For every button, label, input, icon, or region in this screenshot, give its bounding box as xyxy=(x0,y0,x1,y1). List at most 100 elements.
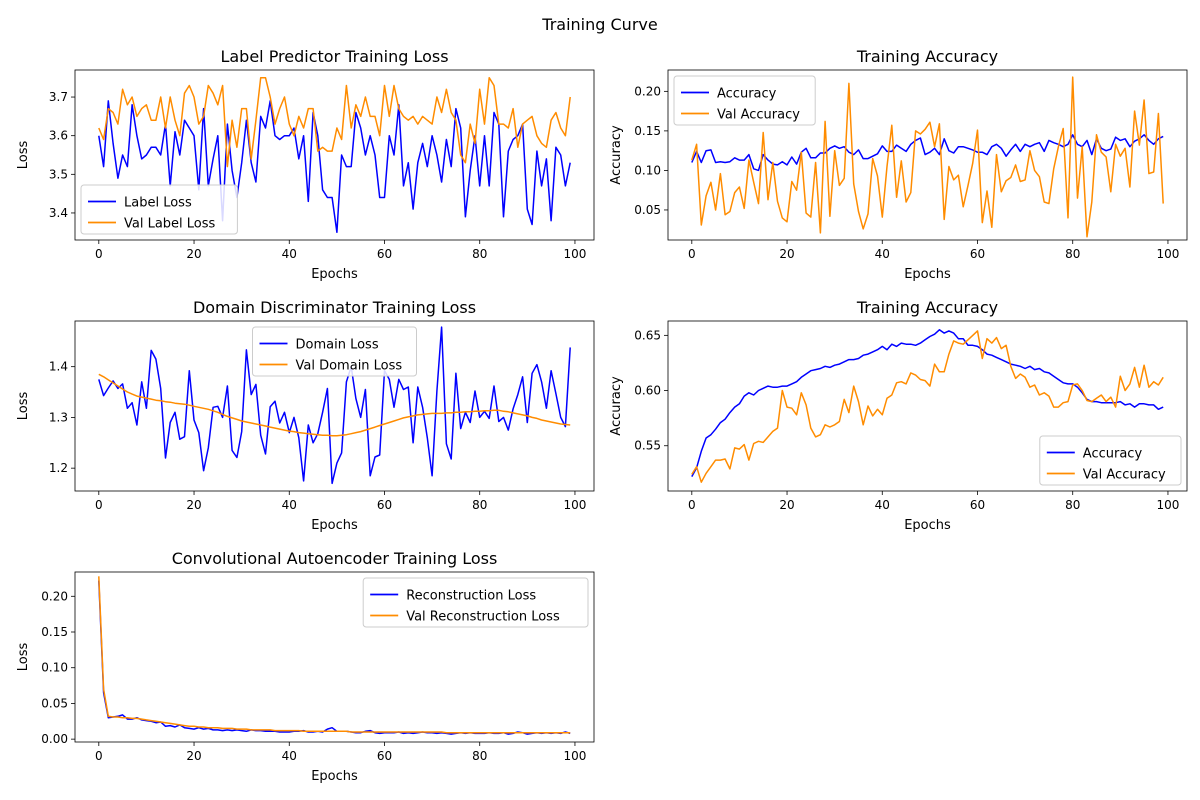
subplot-5: Convolutional Autoencoder Training Loss 0… xyxy=(16,549,595,784)
plot-title: Training Accuracy xyxy=(856,298,998,317)
axes-frame xyxy=(74,69,595,241)
legend: Domain Loss Val Domain Loss xyxy=(252,326,417,377)
y-tick-label: 0.20 xyxy=(41,589,68,603)
y-tick-label: 0.05 xyxy=(634,203,661,217)
x-tick-label: 80 xyxy=(1065,498,1080,512)
x-tick-label: 80 xyxy=(472,247,487,261)
subplot-2: Training Accuracy 0 20 40 60 80 100 0.05 0.10 0.1… xyxy=(609,47,1188,282)
x-tick-label: 20 xyxy=(186,498,201,512)
subplots: Label Predictor Training Loss 0 20 40 60 80 10… xyxy=(16,47,1188,784)
axes-frame xyxy=(667,320,1188,492)
x-axis-label: Epochs xyxy=(904,518,951,533)
x-tick-label: 100 xyxy=(564,749,587,763)
subplot-3: Domain Discriminator Training Loss 0 20 40 6… xyxy=(16,298,595,533)
series-line-2 xyxy=(98,373,571,437)
x-tick-label: 20 xyxy=(186,749,201,763)
y-tick-label: 3.4 xyxy=(49,206,68,220)
x-axis-label: Epochs xyxy=(904,267,951,282)
legend-label: Val Accuracy xyxy=(717,108,800,123)
y-tick-label: 0.60 xyxy=(634,384,661,398)
y-tick-label: 3.7 xyxy=(49,90,68,104)
legend: Reconstruction Loss Val Reconstruction Lo… xyxy=(362,577,589,628)
plot-title: Domain Discriminator Training Loss xyxy=(193,298,476,317)
x-tick-label: 0 xyxy=(95,498,103,512)
series-line-1 xyxy=(98,326,571,485)
axes-frame xyxy=(667,69,1188,241)
x-tick-label: 60 xyxy=(970,498,985,512)
y-tick-label: 0.10 xyxy=(41,661,68,675)
y-tick-label: 0.15 xyxy=(634,124,661,138)
axes-frame xyxy=(74,320,595,492)
plot-title: Convolutional Autoencoder Training Loss xyxy=(172,549,498,568)
legend-label: Val Domain Loss xyxy=(296,359,403,374)
x-tick-label: 20 xyxy=(779,498,794,512)
y-tick-label: 0.15 xyxy=(41,625,68,639)
y-axis-label: Accuracy xyxy=(609,376,624,436)
x-tick-label: 20 xyxy=(186,247,201,261)
y-tick-label: 0.10 xyxy=(634,163,661,177)
x-tick-label: 40 xyxy=(282,247,297,261)
x-tick-label: 40 xyxy=(875,498,890,512)
x-tick-label: 80 xyxy=(472,749,487,763)
legend-label: Accuracy xyxy=(1083,447,1143,462)
x-tick-label: 60 xyxy=(377,247,392,261)
series-line-2 xyxy=(691,330,1164,483)
legend-frame xyxy=(80,184,238,235)
y-axis-label: Loss xyxy=(16,141,31,170)
series-line-1 xyxy=(98,100,571,234)
series-line-2 xyxy=(691,76,1164,238)
legend: Accuracy Val Accuracy xyxy=(673,75,816,126)
legend-label: Accuracy xyxy=(717,87,777,102)
x-tick-label: 60 xyxy=(377,749,392,763)
y-tick-label: 1.4 xyxy=(49,360,68,374)
x-tick-label: 80 xyxy=(1065,247,1080,261)
legend-label: Val Label Loss xyxy=(124,217,216,232)
axes-frame xyxy=(74,571,595,743)
y-tick-label: 0.55 xyxy=(634,439,661,453)
x-tick-label: 0 xyxy=(688,498,696,512)
legend-label: Reconstruction Loss xyxy=(406,589,536,604)
plot-title: Label Predictor Training Loss xyxy=(220,47,448,66)
legend-frame xyxy=(673,75,816,126)
y-tick-label: 3.6 xyxy=(49,129,68,143)
x-tick-label: 40 xyxy=(875,247,890,261)
legend-label: Val Accuracy xyxy=(1083,468,1166,483)
legend: Label Loss Val Label Loss xyxy=(80,184,238,235)
x-axis-label: Epochs xyxy=(311,769,358,784)
y-axis-label: Loss xyxy=(16,643,31,672)
x-tick-label: 100 xyxy=(1157,247,1180,261)
y-tick-label: 0.65 xyxy=(634,328,661,342)
y-tick-label: 1.2 xyxy=(49,461,68,475)
x-tick-label: 60 xyxy=(377,498,392,512)
x-tick-label: 40 xyxy=(282,749,297,763)
subplot-1: Label Predictor Training Loss 0 20 40 60 80 10… xyxy=(16,47,595,282)
x-tick-label: 100 xyxy=(564,247,587,261)
x-tick-label: 0 xyxy=(95,749,103,763)
x-tick-label: 0 xyxy=(688,247,696,261)
x-tick-label: 60 xyxy=(970,247,985,261)
series-line-2 xyxy=(98,576,571,734)
legend-label: Label Loss xyxy=(124,196,192,211)
x-axis-label: Epochs xyxy=(311,518,358,533)
subplot-4: Training Accuracy 0 20 40 60 80 100 0.55 0.60 0.6… xyxy=(609,298,1188,533)
legend-frame xyxy=(1039,435,1182,486)
legend: Accuracy Val Accuracy xyxy=(1039,435,1182,486)
legend-frame xyxy=(362,577,589,628)
figure-title: Training Curve xyxy=(541,15,657,34)
series-line-2 xyxy=(98,76,571,168)
y-tick-label: 0.20 xyxy=(634,84,661,98)
legend-frame xyxy=(252,326,417,377)
legend-label: Val Reconstruction Loss xyxy=(406,610,560,625)
x-axis-label: Epochs xyxy=(311,267,358,282)
y-tick-label: 3.5 xyxy=(49,167,68,181)
x-tick-label: 40 xyxy=(282,498,297,512)
y-tick-label: 0.00 xyxy=(41,732,68,746)
plot-title: Training Accuracy xyxy=(856,47,998,66)
x-tick-label: 20 xyxy=(779,247,794,261)
y-tick-label: 0.05 xyxy=(41,696,68,710)
y-axis-label: Loss xyxy=(16,392,31,421)
legend-label: Domain Loss xyxy=(296,338,379,353)
x-tick-label: 0 xyxy=(95,247,103,261)
y-axis-label: Accuracy xyxy=(609,125,624,185)
